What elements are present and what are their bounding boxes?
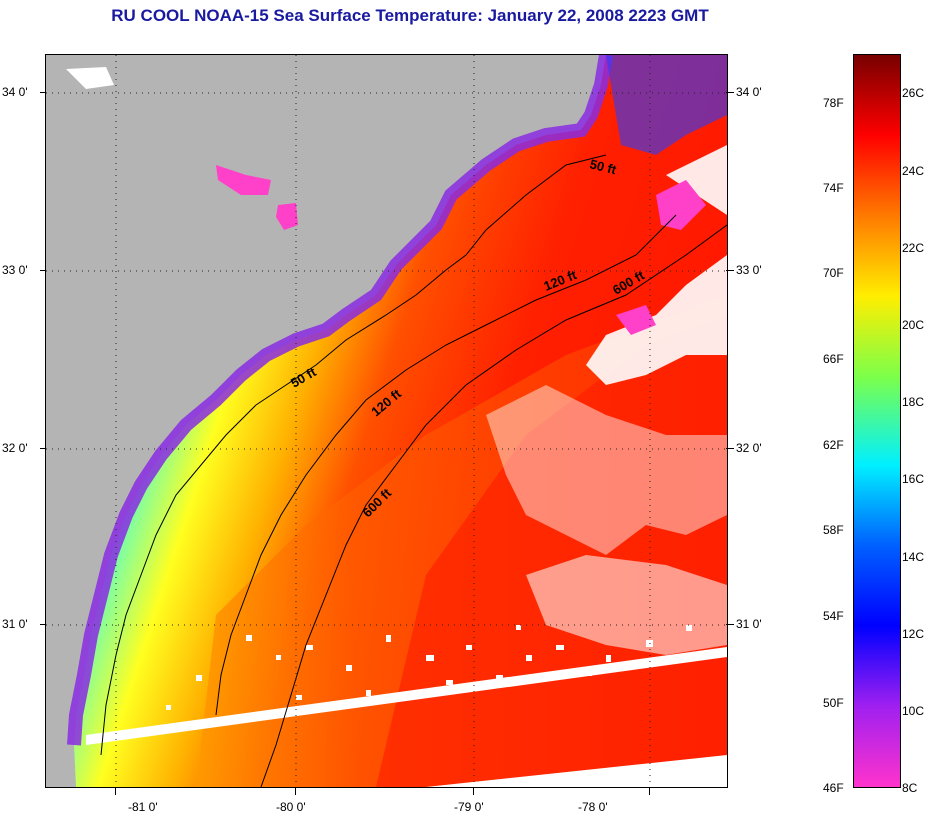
depth-contour-120ft: [215, 214, 677, 716]
lat-label-33: 33 0': [2, 263, 28, 277]
lat-tick-right: [726, 92, 734, 93]
lat-tick: [40, 270, 45, 271]
depth-contour-50ft: [100, 154, 607, 756]
lat-label-31: 31 0': [2, 617, 28, 631]
lon-tick: [115, 787, 116, 795]
colorbar-c-label: 24C: [902, 164, 925, 178]
colorbar-f-label: 62F: [823, 438, 844, 452]
cold-cloud-edge: [656, 180, 706, 230]
depth-contour-600ft: [260, 224, 727, 787]
cloud-patch: [66, 67, 114, 89]
swath-gap: [86, 647, 727, 745]
lat-tick-right: [726, 448, 734, 449]
lat-label-right-34: 34 0': [736, 85, 762, 99]
lat-label-right-31: 31 0': [736, 617, 762, 631]
cloud-area: [526, 555, 727, 655]
colorbar-c-label: 26C: [902, 86, 925, 100]
cloud-area: [586, 145, 727, 385]
colorbar-f-label: 46F: [823, 781, 844, 795]
graticule: [46, 55, 727, 787]
colorbar-c-label: 16C: [902, 472, 925, 486]
colorbar-c-label: 18C: [902, 395, 925, 409]
lat-tick: [40, 624, 45, 625]
northeast-cold-water: [606, 55, 727, 155]
temperature-colorbar: [853, 54, 901, 788]
lon-label-78: -78 0': [578, 800, 608, 814]
map-title: RU COOL NOAA-15 Sea Surface Temperature:…: [111, 6, 709, 25]
colorbar-f-label: 66F: [823, 352, 844, 366]
lon-tick: [295, 787, 296, 795]
coastal-cold-water: [67, 55, 613, 746]
lon-tick: [649, 787, 650, 795]
colorbar-c-label: 20C: [902, 318, 925, 332]
land-mass: [46, 55, 606, 787]
colorbar-f-label: 70F: [823, 266, 844, 280]
lon-label-80: -80 0': [276, 800, 306, 814]
lat-tick-right: [726, 624, 734, 625]
cold-cloud-edge: [616, 305, 656, 335]
lon-label-81: -81 0': [128, 800, 158, 814]
colorbar-f-label: 50F: [823, 696, 844, 710]
lat-label-right-32: 32 0': [736, 441, 762, 455]
colorbar-c-label: 22C: [902, 241, 925, 255]
lon-label-79: -79 0': [454, 800, 484, 814]
colorbar-f-label: 78F: [823, 96, 844, 110]
lat-tick: [40, 448, 45, 449]
lon-tick: [473, 787, 474, 795]
sst-map-canvas: 50 ft 120 ft 600 ft 50 ft 120 ft 600 ft: [46, 55, 727, 787]
colorbar-f-label: 58F: [823, 523, 844, 537]
colorbar-f-label: 54F: [823, 609, 844, 623]
colorbar-f-label: 74F: [823, 181, 844, 195]
cloud-area: [486, 385, 727, 555]
colorbar-c-label: 10C: [902, 704, 925, 718]
lat-tick: [40, 92, 45, 93]
lat-tick-right: [726, 270, 734, 271]
inland-lake-patch: [216, 165, 271, 195]
colorbar-c-label: 8C: [902, 781, 918, 795]
sst-map: 50 ft 120 ft 600 ft 50 ft 120 ft 600 ft: [45, 54, 728, 788]
swath-gap: [426, 755, 727, 787]
colorbar-c-label: 12C: [902, 627, 925, 641]
inland-lake-patch: [276, 203, 298, 230]
colorbar-c-label: 14C: [902, 550, 925, 564]
lat-label-32: 32 0': [2, 441, 28, 455]
lat-label-34: 34 0': [2, 85, 28, 99]
contour-label-50ft-north: 50 ft: [588, 156, 618, 177]
lat-label-right-33: 33 0': [736, 263, 762, 277]
